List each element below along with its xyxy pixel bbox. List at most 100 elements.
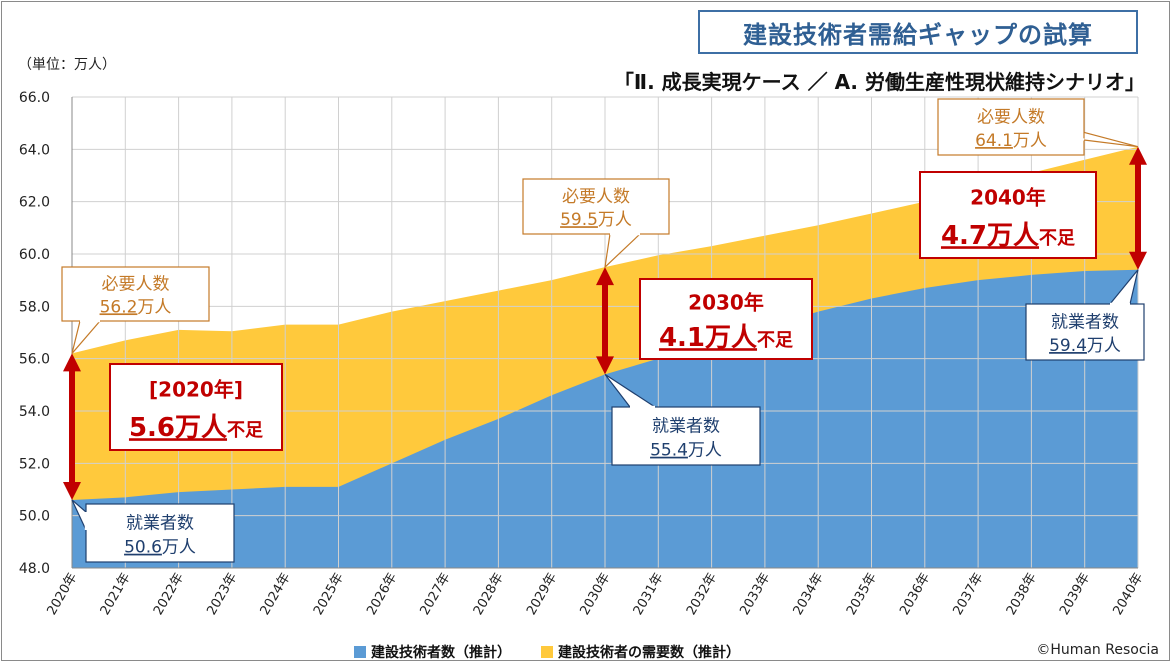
y-tick-label: 66.0 [19, 90, 50, 106]
y-tick-label: 58.0 [19, 299, 50, 315]
x-tick-label: 2038年 [1004, 571, 1040, 618]
x-tick-label: 2027年 [418, 571, 454, 618]
x-tick-label: 2024年 [258, 571, 294, 618]
callout-demand-2030-value-number: 59.5 [560, 210, 598, 230]
callout-demand-2020-tail [71, 320, 101, 354]
gap-2030-year: 2030年 [688, 290, 764, 314]
callout-demand-2030-value: 59.5万人 [560, 210, 632, 230]
callout-supply-2030-value-number: 55.4 [650, 441, 688, 461]
gap-2020-year: [2020年] [149, 378, 243, 402]
x-tick-label: 2026年 [364, 571, 400, 618]
x-tick-label: 2034年 [791, 571, 827, 618]
x-tick-label: 2031年 [631, 571, 667, 618]
callout-demand-2030-tail [604, 233, 641, 269]
y-tick-label: 62.0 [19, 195, 50, 211]
legend-item-supply: 建設技術者数（推計） [354, 642, 511, 662]
x-tick-label: 2029年 [524, 571, 560, 618]
callout-demand-2040-value-number: 64.1 [975, 131, 1013, 151]
gap-2040-amount: 4.7万人不足 [941, 221, 1075, 251]
callout-supply-2020-box [85, 503, 235, 563]
callout-supply-2040-tail [1109, 269, 1139, 305]
unit-label: （単位：万人） [18, 57, 116, 73]
gap-2020-shortage: 不足 [227, 420, 263, 441]
gap-2020-box [109, 363, 283, 451]
callout-demand-2020-label: 必要人数 [102, 275, 170, 295]
gap-2030-amount: 4.1万人不足 [659, 323, 793, 353]
x-tick-label: 2025年 [311, 571, 347, 618]
callout-supply-2040-value-unit: 万人 [1087, 336, 1121, 356]
legend-item-demand: 建設技術者の需要数（推計） [541, 642, 740, 662]
x-tick-label: 2022年 [151, 571, 187, 618]
callout-supply-2040-value: 59.4万人 [1049, 336, 1121, 356]
callout-demand-2030-box [522, 178, 670, 235]
x-tick-label: 2036年 [897, 571, 933, 618]
callout-demand-2020-value: 56.2万人 [100, 297, 172, 317]
y-tick-label: 50.0 [19, 509, 50, 525]
gap-2030-box [639, 278, 813, 360]
legend-swatch-supply [354, 646, 366, 658]
x-tick-label: 2035年 [844, 571, 880, 618]
callout-supply-2020-value-number: 50.6 [124, 538, 162, 558]
x-tick-label: 2039年 [1057, 571, 1093, 618]
callout-demand-2040-value: 64.1万人 [975, 131, 1047, 151]
x-tick-label: 2040年 [1110, 571, 1146, 618]
callout-supply-2020-label: 就業者数 [126, 513, 194, 533]
callout-supply-2020-tail [71, 499, 87, 531]
x-tick-label: 2033年 [737, 571, 773, 618]
gap-2040-shortage: 不足 [1039, 228, 1075, 249]
x-tick-label: 2030年 [577, 571, 613, 618]
y-tick-label: 48.0 [19, 561, 50, 577]
gap-2030-amount-value: 4.1万人 [659, 323, 757, 353]
chart-title: 建設技術者需給ギャップの試算 [698, 10, 1138, 54]
y-tick-label: 54.0 [19, 404, 50, 420]
callout-supply-2040-label: 就業者数 [1051, 313, 1119, 333]
callout-supply-2020-value: 50.6万人 [124, 538, 196, 558]
callout-demand-2030-value-unit: 万人 [598, 210, 632, 230]
copyright: ©Human Resocia [1036, 642, 1159, 658]
x-tick-label: 2021年 [98, 571, 134, 618]
callout-supply-2030-tail [604, 373, 656, 408]
gap-2020-amount: 5.6万人不足 [129, 413, 263, 443]
chart-subtitle: 「Ⅱ. 成長実現ケース ／ A. 労働生産性現状維持シナリオ」 [613, 70, 1145, 94]
callout-supply-2040-value-number: 59.4 [1049, 336, 1087, 356]
gap-arrow-2020-head-down [63, 481, 81, 500]
gap-arrow-2040-head-up [1129, 146, 1147, 165]
gap-arrow-2030-head-up [596, 267, 614, 286]
gap-2040-box [919, 171, 1097, 259]
x-tick-label: 2020年 [44, 571, 80, 618]
callout-supply-2030-value: 55.4万人 [650, 441, 722, 461]
callout-demand-2040-value-unit: 万人 [1013, 131, 1047, 151]
callout-supply-2030-box [611, 406, 761, 466]
callout-demand-2040-label: 必要人数 [977, 108, 1045, 128]
gap-2040-amount-value: 4.7万人 [941, 221, 1039, 251]
legend-label-supply: 建設技術者数（推計） [371, 645, 511, 661]
gap-arrow-2040-head-down [1129, 251, 1147, 270]
callout-supply-2040-box [1025, 303, 1145, 361]
callout-demand-2020-box [61, 266, 210, 322]
callout-demand-2020-value-unit: 万人 [137, 297, 171, 317]
y-tick-label: 56.0 [19, 352, 50, 368]
legend: 建設技術者数（推計） 建設技術者の需要数（推計） [354, 642, 740, 662]
callout-demand-2040-tail-join [1059, 124, 1085, 142]
legend-label-demand: 建設技術者の需要数（推計） [558, 645, 740, 661]
callout-supply-2020-value-unit: 万人 [162, 538, 196, 558]
x-tick-label: 2037年 [951, 571, 987, 618]
gap-2020-amount-value: 5.6万人 [129, 413, 227, 443]
gap-arrow-2030-head-down [596, 356, 614, 375]
gap-2030-shortage: 不足 [757, 330, 793, 351]
callout-supply-2030-value-unit: 万人 [688, 441, 722, 461]
y-tick-label: 60.0 [19, 247, 50, 263]
callout-demand-2030-label: 必要人数 [562, 187, 630, 207]
gap-arrow-2020-head-up [63, 353, 81, 372]
callout-supply-2030-label: 就業者数 [652, 416, 720, 436]
callout-demand-2020-value-number: 56.2 [100, 297, 138, 317]
y-tick-label: 64.0 [19, 142, 50, 158]
y-tick-label: 52.0 [19, 456, 50, 472]
x-tick-label: 2023年 [204, 571, 240, 618]
x-tick-label: 2032年 [684, 571, 720, 618]
gap-2040-year: 2040年 [970, 186, 1046, 210]
legend-swatch-demand [541, 646, 553, 658]
x-tick-label: 2028年 [471, 571, 507, 618]
